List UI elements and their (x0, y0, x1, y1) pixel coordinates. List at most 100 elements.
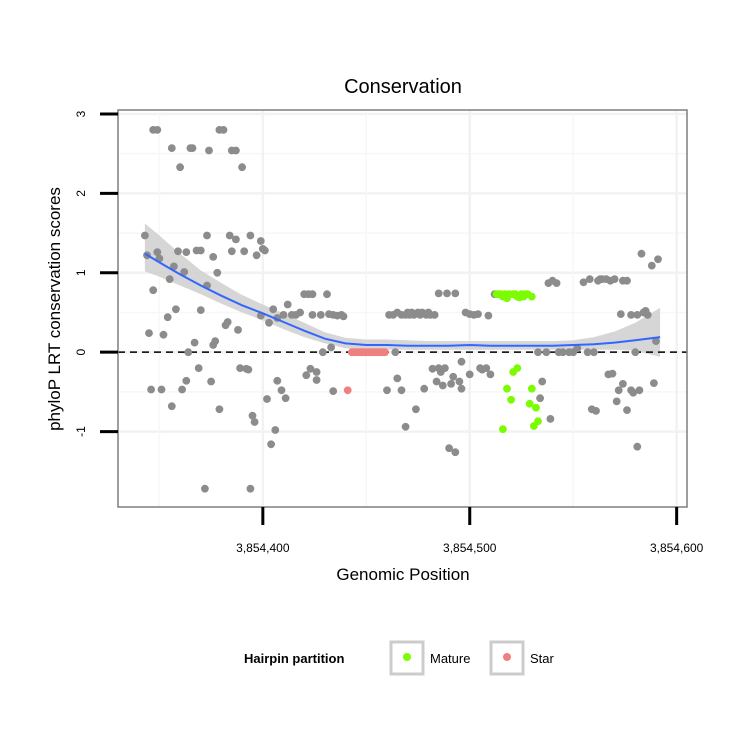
other-point (167, 402, 176, 411)
other-point (213, 268, 222, 277)
other-point (227, 247, 236, 256)
other-point (318, 348, 327, 357)
other-point (159, 330, 168, 339)
other-point (546, 415, 555, 423)
y-axis-title: phyloP LRT conservation scores (45, 187, 64, 431)
other-point (428, 364, 437, 373)
other-point (196, 306, 205, 314)
other-point (188, 144, 197, 153)
other-point (449, 372, 458, 381)
other-point (629, 388, 638, 397)
other-point (184, 348, 193, 357)
other-point (323, 290, 331, 299)
legend-label-star: Star (530, 651, 555, 666)
other-point (215, 405, 224, 414)
other-point (590, 348, 598, 357)
mature-point (527, 292, 536, 301)
other-point (269, 305, 278, 314)
other-point (441, 364, 449, 372)
other-point (261, 246, 269, 255)
star-point (381, 348, 389, 357)
other-point (329, 387, 338, 395)
y-tick-label: 3 (74, 110, 88, 117)
x-tick-label: 3,854,400 (236, 541, 290, 555)
gridlines (118, 110, 687, 507)
other-point (383, 386, 391, 395)
y-tick-label: 0 (74, 349, 88, 356)
other-point (234, 326, 242, 334)
other-point (205, 146, 213, 155)
other-point (434, 289, 443, 298)
other-point (484, 311, 493, 320)
y-tick-label: 2 (74, 190, 88, 197)
other-point (443, 289, 451, 298)
other-point (141, 231, 149, 240)
other-point (430, 311, 439, 319)
other-point (616, 310, 625, 318)
other-point (573, 344, 582, 353)
other-point (277, 386, 286, 395)
other-point (538, 377, 547, 386)
other-point (271, 426, 280, 434)
other-point (219, 125, 228, 134)
other-point (182, 248, 191, 256)
other-point (283, 300, 292, 309)
other-point (583, 348, 592, 357)
x-axis: 3,854,400 3,854,500 3,854,600 (236, 507, 704, 555)
other-point (614, 386, 623, 395)
other-point (153, 125, 162, 134)
other-point (623, 406, 631, 414)
mature-point (507, 395, 515, 404)
other-point (178, 385, 187, 394)
other-point (225, 231, 234, 240)
other-point (552, 279, 561, 287)
other-point (306, 364, 315, 373)
other-point (172, 305, 180, 314)
other-point (635, 386, 644, 395)
other-point (486, 370, 495, 379)
other-point (232, 235, 240, 244)
other-point (627, 311, 635, 319)
other-point (610, 275, 619, 283)
other-point (312, 368, 321, 376)
smooth-confidence-band (144, 223, 661, 357)
other-point (165, 275, 174, 283)
other-point (542, 348, 551, 357)
other-point (182, 376, 191, 385)
other-point (302, 371, 311, 380)
other-point (631, 348, 640, 357)
x-tick-label: 3,854,500 (443, 541, 497, 555)
mature-point (532, 403, 540, 412)
other-point (256, 237, 265, 245)
legend-title: Hairpin partition (244, 651, 344, 666)
other-point (265, 318, 273, 327)
star-point (343, 386, 352, 395)
other-point (207, 377, 216, 386)
other-point (455, 377, 464, 386)
other-point (252, 251, 261, 260)
other-point (432, 377, 441, 386)
other-point (174, 247, 182, 256)
legend-dot-star (503, 653, 511, 661)
other-point (619, 380, 627, 388)
other-point (147, 385, 156, 394)
other-point (420, 384, 429, 393)
plot-panel (118, 110, 687, 507)
mature-point (525, 399, 534, 408)
other-point (612, 397, 621, 406)
other-point (401, 422, 410, 431)
y-tick-label: 1 (74, 269, 88, 276)
other-point (211, 337, 220, 345)
data-points (141, 125, 662, 493)
other-point (445, 444, 453, 453)
other-point (236, 364, 245, 372)
other-point (194, 364, 203, 372)
other-point (296, 308, 304, 317)
other-point (201, 484, 209, 493)
other-point (316, 311, 325, 319)
other-point (608, 369, 617, 378)
other-point (585, 275, 594, 283)
mature-point (513, 364, 522, 372)
other-point (438, 381, 447, 390)
